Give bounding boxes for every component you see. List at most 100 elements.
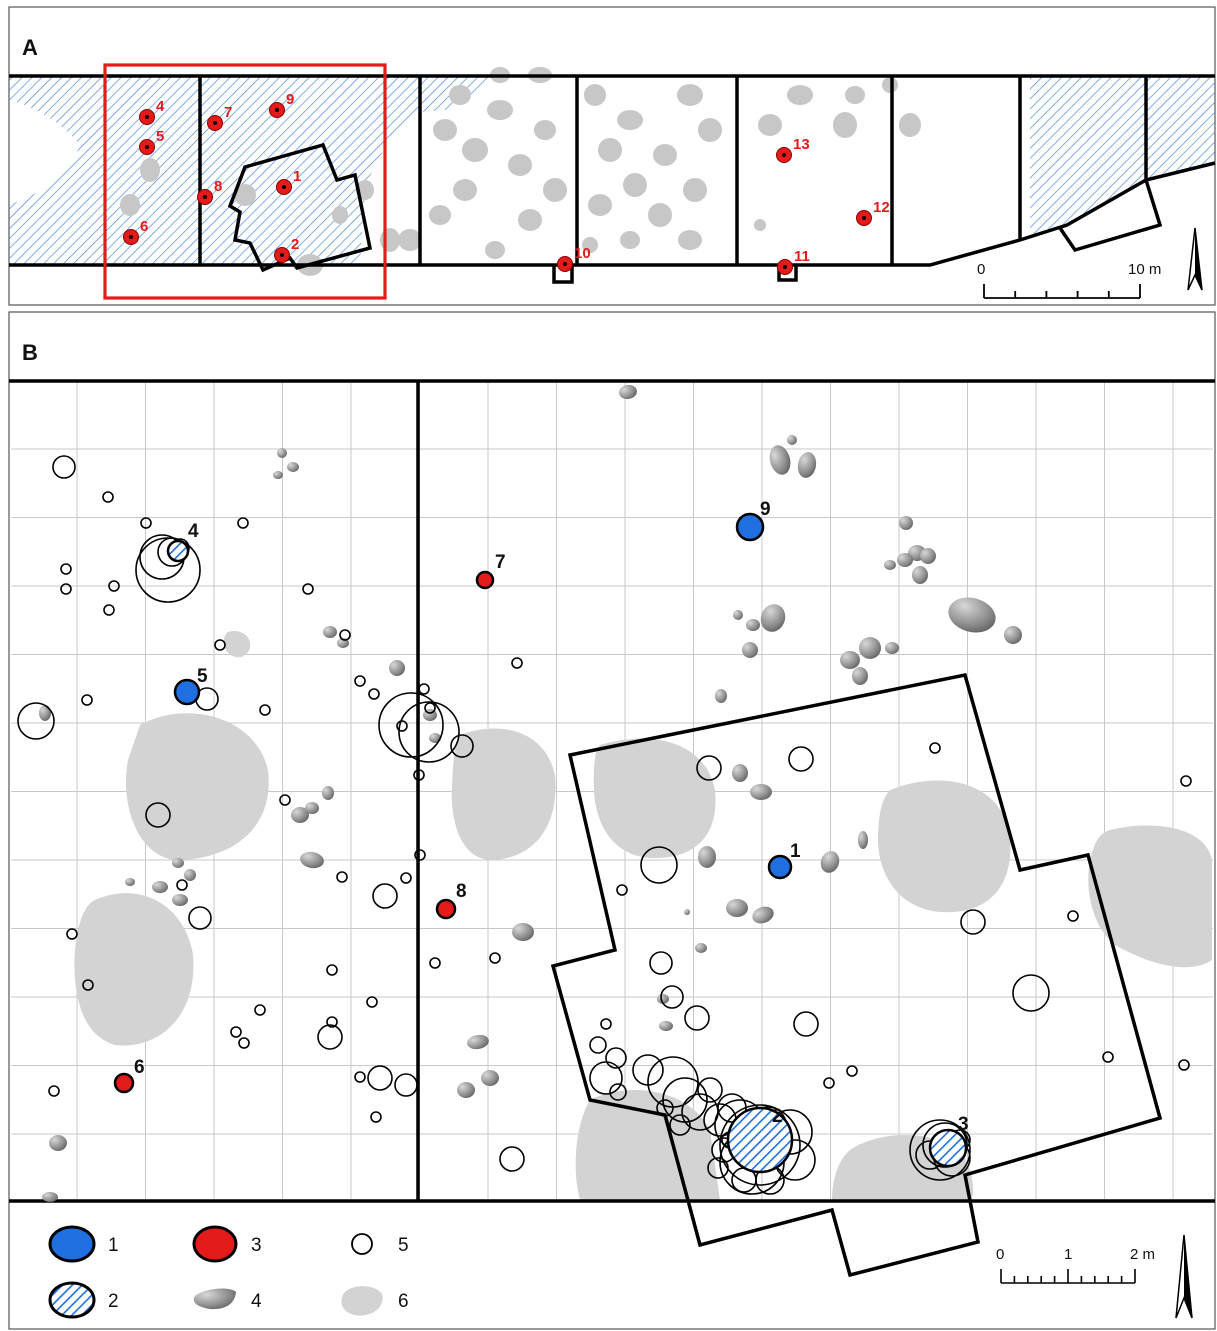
open-circle	[1180, 775, 1192, 787]
open-circle	[400, 872, 412, 884]
panel-b-point-4: 4	[166, 521, 199, 563]
panel-a-selection-frame	[103, 63, 387, 300]
panel-a-point-5: 5	[139, 128, 164, 155]
open-circle	[259, 704, 271, 716]
legend-label: 1	[108, 1235, 119, 1256]
stone-a-7	[508, 154, 532, 176]
panel-b-point-8: 8	[435, 881, 467, 920]
stone-b-11	[1004, 626, 1022, 644]
stone-a-6	[487, 100, 513, 120]
stone-b-50	[659, 1021, 673, 1031]
stone-a-5	[398, 229, 422, 251]
open-circle	[684, 1005, 710, 1031]
stone-b-21	[323, 626, 337, 638]
stone-b-32	[184, 869, 196, 881]
stone-b-34	[125, 878, 135, 886]
open-circle	[17, 702, 55, 740]
open-circle	[254, 1004, 266, 1016]
legend-symbol-red-filled-circle	[192, 1225, 238, 1263]
open-circle	[396, 720, 408, 732]
hatched-area-far-east	[1146, 76, 1215, 180]
panel-b-label: B	[22, 340, 38, 365]
stone-b-14	[733, 610, 743, 620]
panel-a-point-label: 8	[214, 178, 222, 195]
panel-a-point-label: 5	[156, 128, 164, 145]
stone-a-17	[617, 110, 643, 130]
stone-b-20	[715, 689, 727, 703]
legend-symbol-open-circle	[351, 1233, 373, 1255]
legend-label: 6	[398, 1291, 409, 1312]
stone-a-34	[380, 228, 400, 252]
open-circle	[793, 1011, 819, 1037]
hatched-area-east	[1030, 76, 1146, 238]
open-circle	[367, 1065, 393, 1091]
panel-a-point-label: 2	[291, 236, 299, 253]
stone-a-36	[140, 158, 160, 182]
open-circle	[589, 1036, 607, 1054]
stone-a-28	[833, 112, 857, 138]
stone-b-12	[760, 604, 786, 632]
open-circle	[414, 849, 426, 861]
panel-b-point-6: 6	[113, 1057, 145, 1094]
open-circle	[326, 964, 338, 976]
panel-a-point-7: 7	[207, 104, 232, 131]
open-circle	[616, 884, 628, 896]
legend-item-5: 5	[351, 1233, 409, 1256]
panel-a-trench-lines	[9, 74, 1216, 284]
open-circle	[669, 1114, 691, 1136]
panel-a-scale-bar: 0 10 m	[977, 227, 1203, 299]
panel-b-scale-end: 2 m	[1130, 1246, 1155, 1263]
stone-a-14	[584, 84, 606, 106]
stone-b-41	[820, 851, 840, 873]
stone-b-16	[859, 637, 881, 659]
stone-b-52	[457, 1082, 475, 1098]
stone-a-23	[698, 118, 722, 142]
panel-a-scale-end: 10 m	[1128, 261, 1161, 278]
stone-b-10	[948, 597, 996, 633]
hatched-area-west	[9, 76, 420, 264]
open-circle	[394, 1073, 418, 1097]
open-circle	[378, 692, 444, 758]
stone-a-25	[678, 230, 702, 250]
panel-a-point-label: 11	[794, 248, 810, 265]
panel-a-north-arrow	[1187, 227, 1203, 291]
open-circle	[145, 802, 171, 828]
open-circle	[511, 657, 523, 669]
panel-a-point-label: 13	[793, 136, 810, 153]
stone-b-37	[429, 733, 441, 743]
stone-b-13	[746, 619, 760, 631]
open-circle	[237, 517, 249, 529]
stone-b-27	[291, 807, 309, 823]
stone-a-22	[683, 178, 707, 202]
stone-a-33	[582, 237, 598, 253]
panel-b-point-label: 6	[134, 1057, 145, 1078]
panel-b-point-3: 3	[928, 1114, 969, 1168]
stone-b-9	[912, 566, 928, 584]
panel-b-trench-lines	[9, 379, 1215, 1203]
stone-b-30	[300, 851, 324, 869]
legend-label: 3	[251, 1235, 262, 1256]
stone-a-21	[677, 84, 703, 106]
stone-b-23	[389, 660, 405, 676]
panel-b-point-9: 9	[735, 499, 771, 542]
stone-a-26	[758, 114, 782, 136]
stone-b-0	[619, 384, 637, 400]
stone-b-31	[172, 858, 184, 868]
open-circle	[418, 683, 430, 695]
open-circle	[326, 1016, 338, 1028]
panel-b-point-label: 7	[495, 552, 506, 573]
stone-a-15	[598, 138, 622, 162]
panel-a-point-11: 11	[777, 248, 810, 275]
stone-b-35	[172, 894, 188, 906]
panel-a-point-label: 9	[286, 91, 294, 108]
open-circle	[398, 701, 460, 763]
open-circle	[108, 580, 120, 592]
open-circle	[66, 928, 78, 940]
open-circle	[788, 746, 814, 772]
stone-b-47	[695, 943, 707, 953]
open-circle	[60, 563, 72, 575]
stone-b-48	[512, 923, 534, 941]
stone-b-6	[897, 553, 913, 567]
open-circle	[230, 1026, 242, 1038]
